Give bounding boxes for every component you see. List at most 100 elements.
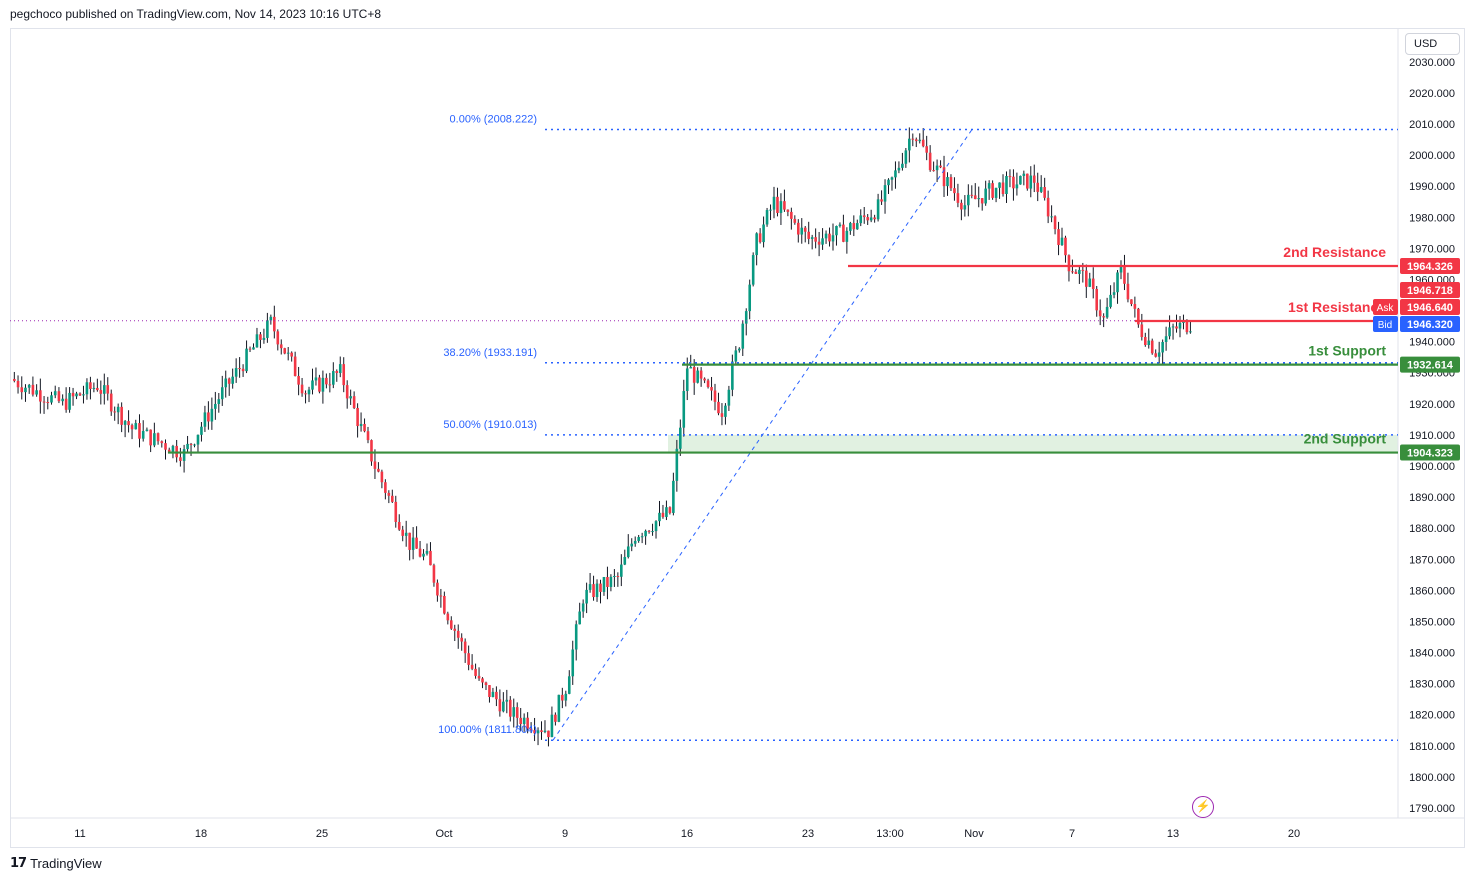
candle-body bbox=[200, 426, 203, 435]
candle-body bbox=[1078, 269, 1081, 274]
tradingview-logo[interactable]: 17 TradingView bbox=[10, 856, 102, 871]
candle-body bbox=[35, 390, 38, 395]
price-badge bbox=[1400, 299, 1460, 315]
candle-body bbox=[887, 179, 890, 186]
candle-body bbox=[675, 448, 679, 481]
candle-body bbox=[449, 620, 453, 629]
candle-body bbox=[790, 211, 793, 219]
y-tick-label: 1900.000 bbox=[1409, 461, 1455, 473]
candle-body bbox=[332, 371, 335, 385]
candle-body bbox=[335, 371, 339, 373]
candle-body bbox=[883, 185, 887, 202]
candle-body bbox=[970, 194, 974, 196]
candle-body bbox=[120, 406, 123, 425]
candle-body bbox=[842, 224, 845, 242]
candle-body bbox=[1085, 270, 1088, 287]
candle-body bbox=[50, 395, 53, 403]
candle-body bbox=[901, 163, 904, 168]
candle-body bbox=[908, 138, 911, 151]
candle-body bbox=[488, 685, 491, 697]
candle-body bbox=[783, 201, 786, 210]
candle-body bbox=[925, 146, 928, 153]
brand-name: TradingView bbox=[30, 856, 102, 871]
candle-body bbox=[977, 198, 981, 200]
price-badge bbox=[1400, 282, 1460, 298]
y-tick-label: 2000.000 bbox=[1409, 150, 1455, 162]
candle-body bbox=[1091, 278, 1095, 289]
candle-body bbox=[182, 449, 186, 461]
price-badge bbox=[1400, 444, 1460, 461]
candle-body bbox=[391, 495, 394, 502]
candle-body bbox=[1109, 294, 1112, 307]
candle-body bbox=[939, 165, 942, 168]
y-tick-label: 1980.000 bbox=[1409, 212, 1455, 224]
candle-body bbox=[800, 227, 804, 235]
candle-body bbox=[609, 576, 613, 587]
candle-body bbox=[279, 344, 283, 349]
candle-body bbox=[859, 215, 863, 224]
candle-body bbox=[1116, 272, 1119, 293]
candle-body bbox=[116, 406, 120, 413]
candle-body bbox=[1032, 175, 1036, 183]
candle-body bbox=[1057, 229, 1060, 246]
candle-body bbox=[644, 530, 647, 537]
candle-body bbox=[1074, 271, 1078, 274]
candle-body bbox=[696, 370, 699, 383]
y-tick-label: 2010.000 bbox=[1409, 119, 1455, 131]
candle-body bbox=[234, 368, 238, 377]
candle-body bbox=[156, 433, 160, 442]
candle-body bbox=[602, 576, 606, 592]
candle-body bbox=[852, 223, 856, 230]
candle-body bbox=[31, 384, 35, 395]
candle-body bbox=[796, 222, 800, 235]
candle-body bbox=[214, 403, 217, 409]
candle-body bbox=[113, 411, 116, 413]
candle-body bbox=[495, 691, 498, 700]
candle-body bbox=[474, 668, 477, 676]
candle-body bbox=[377, 468, 380, 472]
y-tick-label: 1850.000 bbox=[1409, 616, 1455, 628]
candle-body bbox=[866, 217, 869, 221]
candle-body bbox=[109, 393, 113, 412]
candle-body bbox=[102, 385, 106, 394]
lightning-icon[interactable]: ⚡ bbox=[1192, 796, 1214, 818]
candle-body bbox=[689, 367, 693, 369]
candle-body bbox=[561, 694, 564, 701]
candle-body bbox=[1098, 310, 1102, 317]
candle-body bbox=[731, 361, 734, 390]
candle-body bbox=[994, 187, 998, 198]
candle-body bbox=[599, 583, 602, 592]
resistance-level-label: 1st Resistance bbox=[1288, 299, 1386, 315]
chart-frame bbox=[10, 28, 1465, 848]
candle-body bbox=[1039, 187, 1043, 192]
candle-body bbox=[658, 512, 661, 522]
candle-body bbox=[744, 311, 748, 324]
candle-body bbox=[397, 521, 401, 530]
candle-body bbox=[1143, 337, 1147, 346]
candle-body bbox=[286, 352, 290, 354]
candle-body bbox=[68, 392, 71, 410]
candle-body bbox=[231, 376, 234, 384]
candle-body bbox=[630, 543, 634, 547]
price-badge-tag bbox=[1373, 316, 1398, 332]
candle-body bbox=[963, 205, 967, 210]
candle-body bbox=[27, 384, 31, 388]
candle-body bbox=[99, 390, 103, 394]
candle-body bbox=[810, 237, 814, 239]
candle-body bbox=[127, 421, 130, 426]
candle-body bbox=[85, 382, 89, 395]
y-tick-label: 1910.000 bbox=[1409, 430, 1455, 442]
candle-body bbox=[928, 152, 932, 171]
candle-body bbox=[1119, 265, 1123, 273]
candle-body bbox=[1130, 299, 1133, 305]
price-badge-value: 1904.323 bbox=[1407, 448, 1453, 460]
currency-selector[interactable]: USD bbox=[1405, 33, 1460, 55]
candle-body bbox=[692, 367, 696, 383]
candle-body bbox=[772, 196, 776, 210]
candle-body bbox=[654, 521, 658, 532]
candle-body bbox=[283, 348, 287, 354]
candle-body bbox=[668, 507, 672, 513]
candle-body bbox=[606, 576, 609, 587]
candle-body bbox=[543, 730, 547, 733]
